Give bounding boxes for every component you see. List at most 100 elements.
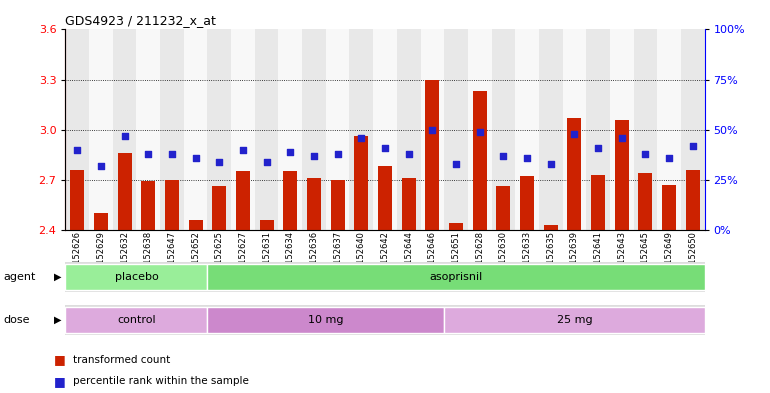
Bar bbox=[283, 171, 297, 230]
Point bbox=[497, 152, 510, 159]
Bar bbox=[496, 186, 511, 230]
Bar bbox=[397, 29, 420, 230]
Bar bbox=[165, 180, 179, 230]
Bar bbox=[567, 118, 581, 230]
Bar bbox=[444, 29, 468, 230]
Text: ▶: ▶ bbox=[54, 272, 62, 282]
Text: agent: agent bbox=[4, 272, 36, 282]
Point bbox=[95, 163, 107, 169]
Text: ▶: ▶ bbox=[54, 315, 62, 325]
Bar bbox=[207, 29, 231, 230]
Bar bbox=[207, 264, 705, 290]
Bar bbox=[350, 29, 373, 230]
Text: dose: dose bbox=[4, 315, 30, 325]
Point bbox=[639, 151, 651, 157]
Bar bbox=[184, 29, 207, 230]
Text: GDS4923 / 211232_x_at: GDS4923 / 211232_x_at bbox=[65, 14, 216, 27]
Bar bbox=[207, 307, 444, 333]
Point bbox=[568, 130, 581, 137]
Bar bbox=[236, 171, 250, 230]
Bar bbox=[614, 119, 629, 230]
Bar bbox=[491, 29, 515, 230]
Point bbox=[379, 145, 391, 151]
Bar bbox=[539, 29, 563, 230]
Bar bbox=[118, 153, 132, 230]
Bar bbox=[213, 186, 226, 230]
Text: ■: ■ bbox=[54, 353, 65, 366]
Point bbox=[355, 134, 367, 141]
Bar bbox=[330, 180, 345, 230]
Bar bbox=[141, 182, 156, 230]
Bar bbox=[468, 29, 491, 230]
Bar bbox=[662, 185, 676, 230]
Bar bbox=[189, 220, 203, 230]
Point bbox=[189, 154, 202, 161]
Point bbox=[166, 151, 178, 157]
Bar bbox=[112, 29, 136, 230]
Bar bbox=[563, 29, 586, 230]
Bar bbox=[255, 29, 279, 230]
Point bbox=[237, 147, 249, 153]
Bar bbox=[231, 29, 255, 230]
Text: 25 mg: 25 mg bbox=[557, 315, 592, 325]
Bar bbox=[326, 29, 350, 230]
Bar bbox=[586, 29, 610, 230]
Bar bbox=[425, 79, 440, 230]
Text: asoprisnil: asoprisnil bbox=[430, 272, 483, 282]
Bar bbox=[378, 167, 392, 230]
Bar bbox=[520, 176, 534, 230]
Point bbox=[213, 159, 226, 165]
Bar bbox=[444, 307, 705, 333]
Bar bbox=[420, 29, 444, 230]
Point bbox=[687, 143, 699, 149]
Point bbox=[450, 161, 462, 167]
Bar bbox=[681, 29, 705, 230]
Point bbox=[308, 152, 320, 159]
Bar bbox=[89, 29, 112, 230]
Point bbox=[142, 151, 155, 157]
Text: control: control bbox=[117, 315, 156, 325]
Bar bbox=[65, 307, 207, 333]
Point bbox=[71, 147, 83, 153]
Text: 10 mg: 10 mg bbox=[308, 315, 343, 325]
Point bbox=[260, 159, 273, 165]
Bar bbox=[638, 173, 652, 230]
Bar bbox=[449, 223, 463, 230]
Bar bbox=[65, 264, 207, 290]
Bar bbox=[259, 220, 274, 230]
Point bbox=[474, 129, 486, 135]
Point bbox=[663, 154, 675, 161]
Bar bbox=[160, 29, 184, 230]
Bar bbox=[354, 136, 368, 230]
Bar bbox=[70, 170, 85, 230]
Text: transformed count: transformed count bbox=[73, 354, 170, 365]
Text: ■: ■ bbox=[54, 375, 65, 388]
Text: percentile rank within the sample: percentile rank within the sample bbox=[73, 376, 249, 386]
Point bbox=[615, 134, 628, 141]
Point bbox=[284, 149, 296, 155]
Bar bbox=[473, 91, 487, 230]
Bar bbox=[373, 29, 397, 230]
Bar bbox=[634, 29, 658, 230]
Point bbox=[544, 161, 557, 167]
Bar bbox=[610, 29, 634, 230]
Bar bbox=[658, 29, 681, 230]
Bar bbox=[685, 170, 700, 230]
Bar bbox=[302, 29, 326, 230]
Bar bbox=[136, 29, 160, 230]
Point bbox=[403, 151, 415, 157]
Bar bbox=[279, 29, 302, 230]
Point bbox=[332, 151, 344, 157]
Point bbox=[426, 127, 438, 133]
Point bbox=[592, 145, 604, 151]
Point bbox=[521, 154, 533, 161]
Bar bbox=[544, 225, 557, 230]
Bar bbox=[307, 178, 321, 230]
Text: placebo: placebo bbox=[115, 272, 159, 282]
Bar bbox=[65, 29, 89, 230]
Bar bbox=[402, 178, 416, 230]
Bar bbox=[94, 213, 108, 230]
Bar bbox=[515, 29, 539, 230]
Bar bbox=[591, 175, 605, 230]
Point bbox=[119, 132, 131, 139]
